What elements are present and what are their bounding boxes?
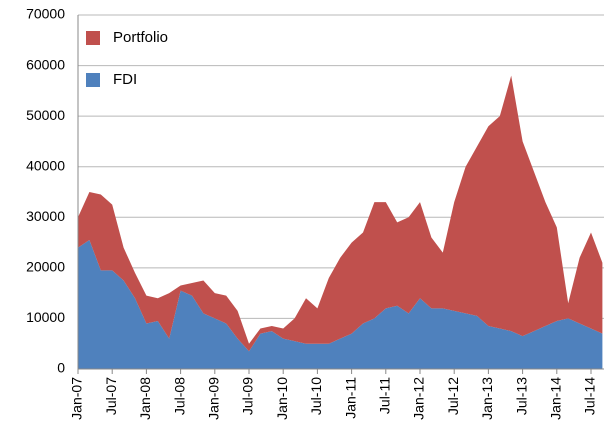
x-tick-label: Jan-14 <box>548 377 564 420</box>
x-tick-label: Jan-09 <box>206 377 222 420</box>
x-tick-label: Jul-07 <box>103 377 119 415</box>
x-tick-label: Jan-12 <box>411 377 427 420</box>
areas <box>78 75 603 369</box>
y-tick-label: 70000 <box>26 6 65 22</box>
y-tick-label: 40000 <box>26 157 65 173</box>
x-tick-label: Jan-07 <box>69 377 85 420</box>
x-tick-label: Jul-08 <box>171 377 187 415</box>
x-tick-label: Jul-12 <box>445 377 461 415</box>
legend-swatch <box>86 31 100 45</box>
y-tick-label: 10000 <box>26 309 65 325</box>
x-tick-label: Jul-13 <box>513 377 529 415</box>
axes: 0 10000 20000 30000 40000 50000 60000 70000 Jan-… <box>26 6 604 420</box>
x-tick-label: Jul-14 <box>582 377 598 415</box>
y-tick-label: 50000 <box>26 107 65 123</box>
legend-label: Portfolio <box>113 29 168 46</box>
x-tick-label: Jul-10 <box>308 377 324 415</box>
x-tick-label: Jan-11 <box>342 377 358 419</box>
y-tick-label: 20000 <box>26 259 65 275</box>
legend-label: FDI <box>113 71 137 88</box>
area <box>78 75 603 352</box>
x-tick-label: Jan-10 <box>274 377 290 420</box>
area <box>78 240 603 369</box>
x-tick-label: Jul-09 <box>240 377 256 415</box>
x-tick-label: Jul-11 <box>377 377 393 414</box>
y-tick-label: 30000 <box>26 208 65 224</box>
x-tick-label: Jan-08 <box>137 377 153 420</box>
y-tick-label: 60000 <box>26 56 65 72</box>
y-tick-label: 0 <box>57 360 65 376</box>
x-tick-label: Jan-13 <box>479 377 495 420</box>
legend-swatch <box>86 73 100 87</box>
